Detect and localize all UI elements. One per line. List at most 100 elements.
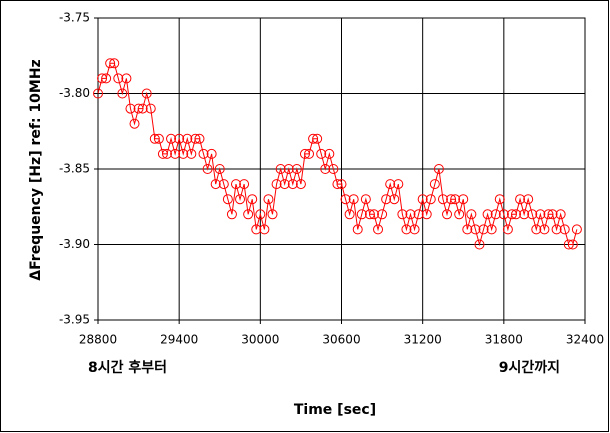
data-point xyxy=(421,209,432,220)
data-point xyxy=(214,164,225,174)
data-point xyxy=(271,179,282,190)
data-point xyxy=(255,209,266,220)
y-tick-label: -3.75 xyxy=(59,11,90,25)
data-point xyxy=(429,179,440,190)
data-point xyxy=(340,194,351,205)
data-point xyxy=(458,194,469,205)
x-tick-label: 30600 xyxy=(322,333,360,347)
data-point xyxy=(283,164,294,174)
data-point xyxy=(157,148,168,159)
x-tick-label: 31200 xyxy=(404,333,442,347)
data-point xyxy=(251,224,262,235)
data-point xyxy=(125,103,136,114)
x-tick-label: 29400 xyxy=(160,333,198,347)
data-point xyxy=(145,103,156,114)
data-point xyxy=(563,239,574,250)
data-point xyxy=(385,179,396,190)
data-point xyxy=(539,224,550,235)
x-tick-label: 32400 xyxy=(566,333,604,347)
data-point xyxy=(109,58,120,69)
data-point xyxy=(304,148,315,159)
data-point xyxy=(393,179,404,190)
data-point xyxy=(547,209,558,220)
data-point xyxy=(490,209,501,220)
data-point xyxy=(101,73,112,84)
y-tick-label: -3.80 xyxy=(59,86,90,100)
data-point xyxy=(149,133,160,144)
data-point xyxy=(247,194,258,205)
y-tick-label: -3.90 xyxy=(59,237,90,251)
data-point xyxy=(239,179,250,190)
data-point xyxy=(446,194,457,205)
data-point xyxy=(170,148,181,159)
data-point xyxy=(259,224,270,235)
data-point xyxy=(494,194,505,205)
data-point xyxy=(312,133,323,144)
data-point xyxy=(182,133,193,144)
data-point xyxy=(377,209,388,220)
data-point xyxy=(405,209,416,220)
data-point xyxy=(308,133,319,144)
data-point xyxy=(93,88,103,99)
data-point xyxy=(368,209,379,220)
data-point xyxy=(279,179,290,190)
data-point xyxy=(364,209,375,220)
data-point xyxy=(486,224,497,235)
data-point xyxy=(328,164,339,174)
data-point xyxy=(226,209,237,220)
data-point xyxy=(462,224,473,235)
data-point xyxy=(450,194,461,205)
data-point xyxy=(531,224,542,235)
data-point xyxy=(413,209,424,220)
data-point xyxy=(174,133,185,144)
data-point xyxy=(360,194,371,205)
data-point xyxy=(194,133,205,144)
data-point xyxy=(417,194,428,205)
data-point xyxy=(324,148,335,159)
data-point xyxy=(356,209,367,220)
data-point xyxy=(498,209,509,220)
data-point xyxy=(523,194,534,205)
data-point xyxy=(478,224,489,235)
data-point xyxy=(137,103,148,114)
data-point xyxy=(235,194,246,205)
data-point xyxy=(433,164,444,174)
data-point xyxy=(425,194,436,205)
data-point xyxy=(299,148,310,159)
data-point xyxy=(551,224,562,235)
data-point xyxy=(316,148,327,159)
data-point xyxy=(454,209,465,220)
data-point xyxy=(218,179,229,190)
data-point xyxy=(230,179,241,190)
data-point xyxy=(153,133,164,144)
data-point xyxy=(186,148,197,159)
data-point xyxy=(511,209,522,220)
data-point xyxy=(482,209,493,220)
data-point xyxy=(401,224,412,235)
data-point xyxy=(198,148,209,159)
data-point xyxy=(348,194,359,205)
x-axis-label: Time [sec] xyxy=(294,402,376,418)
data-point xyxy=(161,148,172,159)
data-point xyxy=(210,179,221,190)
data-point xyxy=(121,73,132,84)
data-point xyxy=(555,209,566,220)
data-point xyxy=(373,224,384,235)
data-point xyxy=(571,224,582,235)
annotation: 8시간 후부터 xyxy=(88,359,167,376)
data-point xyxy=(527,209,538,220)
data-point xyxy=(543,209,554,220)
data-point xyxy=(320,164,331,174)
data-point xyxy=(206,148,217,159)
data-point xyxy=(474,239,485,250)
data-point xyxy=(141,88,152,99)
x-tick-label: 31800 xyxy=(485,333,523,347)
data-point xyxy=(389,194,400,205)
data-point xyxy=(437,194,448,205)
y-tick-label: -3.95 xyxy=(59,313,90,327)
y-axis-label: ΔFrequency [Hz] ref: 10MHz xyxy=(28,59,44,280)
data-point xyxy=(267,209,278,220)
data-point xyxy=(352,224,363,235)
data-point xyxy=(381,194,392,205)
